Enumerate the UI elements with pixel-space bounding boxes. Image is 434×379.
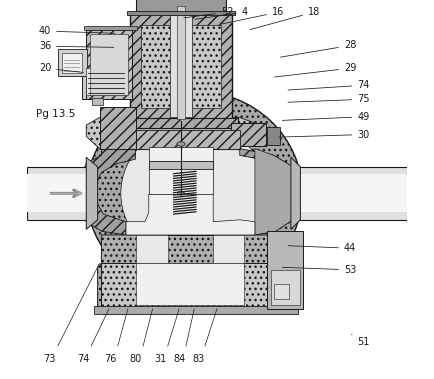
Bar	[267, 231, 303, 309]
Bar	[27, 167, 94, 220]
Text: 74: 74	[77, 354, 90, 364]
Bar	[135, 263, 243, 305]
Ellipse shape	[178, 191, 184, 195]
Bar	[58, 49, 87, 76]
Bar	[177, 6, 185, 119]
Text: 16: 16	[222, 7, 284, 24]
Bar	[90, 34, 128, 95]
Bar	[135, 130, 240, 149]
Bar	[84, 26, 138, 30]
Text: 29: 29	[275, 63, 356, 77]
Bar	[102, 263, 291, 307]
Text: 18: 18	[250, 7, 320, 30]
Text: 76: 76	[104, 354, 116, 364]
Bar	[267, 127, 280, 145]
Text: 28: 28	[280, 41, 356, 57]
Ellipse shape	[177, 142, 185, 146]
Bar	[86, 68, 126, 95]
Polygon shape	[240, 149, 300, 235]
Bar	[141, 25, 221, 108]
Polygon shape	[86, 157, 98, 229]
Polygon shape	[75, 149, 135, 235]
Bar	[149, 161, 213, 169]
Text: 80: 80	[129, 354, 141, 364]
Bar	[274, 284, 289, 299]
Bar	[124, 118, 238, 130]
Bar	[149, 147, 213, 194]
Bar	[62, 53, 82, 73]
Text: Pg 13.5: Pg 13.5	[36, 109, 75, 119]
Polygon shape	[126, 194, 255, 235]
Text: 75: 75	[288, 94, 370, 104]
Text: 30: 30	[279, 130, 369, 139]
Polygon shape	[86, 117, 255, 149]
Text: 73: 73	[43, 354, 56, 364]
Bar	[27, 174, 94, 212]
Bar	[135, 0, 227, 13]
Text: 20: 20	[39, 63, 83, 73]
Text: 84: 84	[173, 354, 185, 364]
Bar	[127, 11, 235, 15]
Bar	[94, 306, 299, 314]
Polygon shape	[255, 149, 300, 235]
Bar	[86, 30, 132, 99]
Bar	[82, 64, 130, 99]
Text: 31: 31	[155, 354, 167, 364]
Text: 51: 51	[352, 334, 370, 347]
Bar	[122, 128, 240, 149]
Bar	[99, 107, 135, 149]
Text: 53: 53	[282, 265, 356, 275]
Bar	[296, 174, 407, 212]
Bar	[170, 15, 192, 117]
Text: 44: 44	[288, 243, 356, 253]
Text: 52: 52	[184, 7, 233, 18]
Polygon shape	[135, 235, 243, 263]
Polygon shape	[291, 157, 300, 229]
Text: 49: 49	[282, 112, 369, 122]
Text: 83: 83	[192, 354, 204, 364]
Ellipse shape	[86, 91, 302, 296]
Text: 74: 74	[288, 80, 370, 90]
Ellipse shape	[121, 124, 268, 263]
Text: 36: 36	[39, 41, 114, 51]
Text: 40: 40	[39, 26, 115, 36]
Bar	[271, 270, 299, 305]
Text: 4: 4	[195, 7, 248, 19]
Bar	[231, 123, 266, 146]
Bar	[92, 98, 103, 105]
Polygon shape	[98, 235, 291, 309]
Bar	[130, 13, 232, 119]
Bar	[296, 167, 407, 220]
